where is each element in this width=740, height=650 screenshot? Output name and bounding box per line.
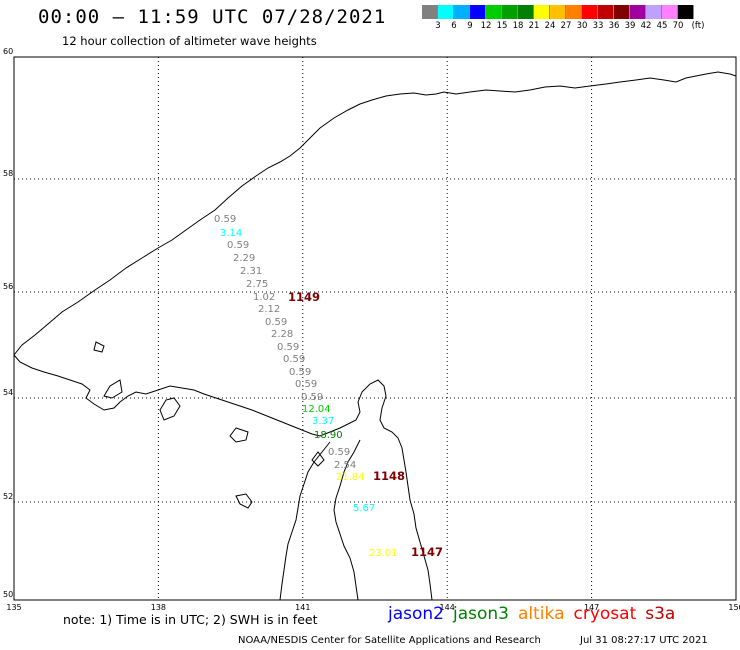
colorbar-label: 27 <box>560 21 572 31</box>
wave-height-label: 2.29 <box>233 253 255 264</box>
wave-height-label: 2.54 <box>334 460 356 471</box>
colorbar-swatch <box>614 5 630 19</box>
wave-height-label: 2.31 <box>240 266 262 277</box>
colorbar-label: 45 <box>656 21 668 31</box>
wave-height-label: 0.59 <box>277 342 299 353</box>
colorbar-label: (ft) <box>691 21 705 31</box>
wave-height-label: 2.75 <box>246 279 268 290</box>
wave-height-label: 2.28 <box>271 329 293 340</box>
colorbar-label: 21 <box>528 21 540 31</box>
lon-tick-label: 141 <box>295 603 310 612</box>
wave-height-label: 0.59 <box>301 392 323 403</box>
colorbar-swatch <box>630 5 646 19</box>
generation-timestamp: Jul 31 08:27:17 UTC 2021 <box>580 635 708 646</box>
lat-tick-label: 54 <box>3 388 13 397</box>
colorbar-label: 30 <box>576 21 588 31</box>
colorbar-swatch <box>518 5 534 19</box>
lat-tick-label: 50 <box>3 590 13 599</box>
colorbar-swatch <box>422 5 438 19</box>
colorbar-swatch <box>470 5 486 19</box>
credit-line: NOAA/NESDIS Center for Satellite Applica… <box>238 635 541 646</box>
colorbar-label: 39 <box>624 21 636 31</box>
satellite-legend-item: jason2 <box>388 604 444 624</box>
colorbar-swatch <box>550 5 566 19</box>
colorbar <box>422 5 694 19</box>
colorbar-label: 36 <box>608 21 620 31</box>
colorbar-swatch <box>534 5 550 19</box>
colorbar-label: 24 <box>544 21 556 31</box>
colorbar-swatch <box>678 5 694 19</box>
wave-height-label: 12.04 <box>302 404 331 415</box>
satellite-legend-item: s3a <box>645 604 676 624</box>
page-title: 00:00 – 11:59 UTC 07/28/2021 <box>38 6 387 28</box>
colorbar-swatch <box>646 5 662 19</box>
axis-tick-labels: 135 138 141 144 147 150 50 52 54 56 58 60 <box>3 47 740 612</box>
map-frame <box>13 56 737 601</box>
lon-tick-label: 135 <box>6 603 21 612</box>
colorbar-swatch <box>662 5 678 19</box>
wave-height-label: 1149 <box>288 290 320 304</box>
colorbar-label: 3 <box>435 21 441 31</box>
wave-height-label: 3.37 <box>312 416 334 427</box>
page-subtitle: 12 hour collection of altimeter wave hei… <box>62 34 317 48</box>
wave-height-label: 0.59 <box>295 379 317 390</box>
lon-tick-label: 150 <box>728 603 740 612</box>
wave-height-label: 5.67 <box>353 503 375 514</box>
lat-tick-label: 58 <box>3 169 13 178</box>
footer-note: note: 1) Time is in UTC; 2) SWH is in fe… <box>63 612 318 627</box>
wave-height-label: 3.14 <box>220 228 242 239</box>
wave-height-label: 21.84 <box>336 472 365 483</box>
wave-height-label: 1148 <box>373 469 405 483</box>
colorbar-swatch <box>502 5 518 19</box>
colorbar-labels: 3 6 9 12 15 18 21 24 27 30 33 36 39 42 45 70 (ft) <box>422 21 740 33</box>
colorbar-label: 12 <box>480 21 492 31</box>
grid-lines <box>14 57 736 600</box>
wave-height-label: 0.59 <box>214 214 236 225</box>
satellite-legend-item: jason3 <box>453 604 509 624</box>
wave-height-label: 23.01 <box>369 548 398 559</box>
colorbar-label: 42 <box>640 21 652 31</box>
colorbar-swatch <box>454 5 470 19</box>
wave-height-label: 18.90 <box>314 430 343 441</box>
lon-tick-label: 138 <box>151 603 166 612</box>
wave-height-label: 2.12 <box>258 304 280 315</box>
satellite-legend-item: altika <box>518 604 565 624</box>
satellite-legend: jason2 jason3 altika cryosat s3a <box>388 604 684 624</box>
wave-height-label: 1.02 <box>253 292 275 303</box>
colorbar-label: 70 <box>672 21 684 31</box>
colorbar-label: 15 <box>496 21 508 31</box>
wave-height-label: 0.59 <box>227 240 249 251</box>
wave-height-label: 0.59 <box>265 317 287 328</box>
colorbar-label: 9 <box>467 21 473 31</box>
colorbar-swatch <box>598 5 614 19</box>
wave-height-label: 0.59 <box>289 367 311 378</box>
lat-tick-label: 60 <box>3 47 13 56</box>
colorbar-swatch <box>566 5 582 19</box>
colorbar-label: 18 <box>512 21 524 31</box>
colorbar-label: 33 <box>592 21 604 31</box>
colorbar-swatch <box>486 5 502 19</box>
lat-tick-label: 52 <box>3 492 13 501</box>
colorbar-swatch <box>438 5 454 19</box>
wave-height-label: 1147 <box>411 545 443 559</box>
wave-height-labels: 0.593.140.592.292.312.751.02 11492.120.59… <box>214 214 443 559</box>
colorbar-label: 6 <box>451 21 457 31</box>
lon-tick-label: 147 <box>584 603 599 612</box>
lon-tick-label: 144 <box>440 603 455 612</box>
coastline <box>13 71 737 601</box>
colorbar-swatch <box>582 5 598 19</box>
lat-tick-label: 56 <box>3 282 13 291</box>
wave-height-label: 0.59 <box>328 447 350 458</box>
wave-height-label: 0.59 <box>283 354 305 365</box>
satellite-legend-item: cryosat <box>573 604 637 624</box>
